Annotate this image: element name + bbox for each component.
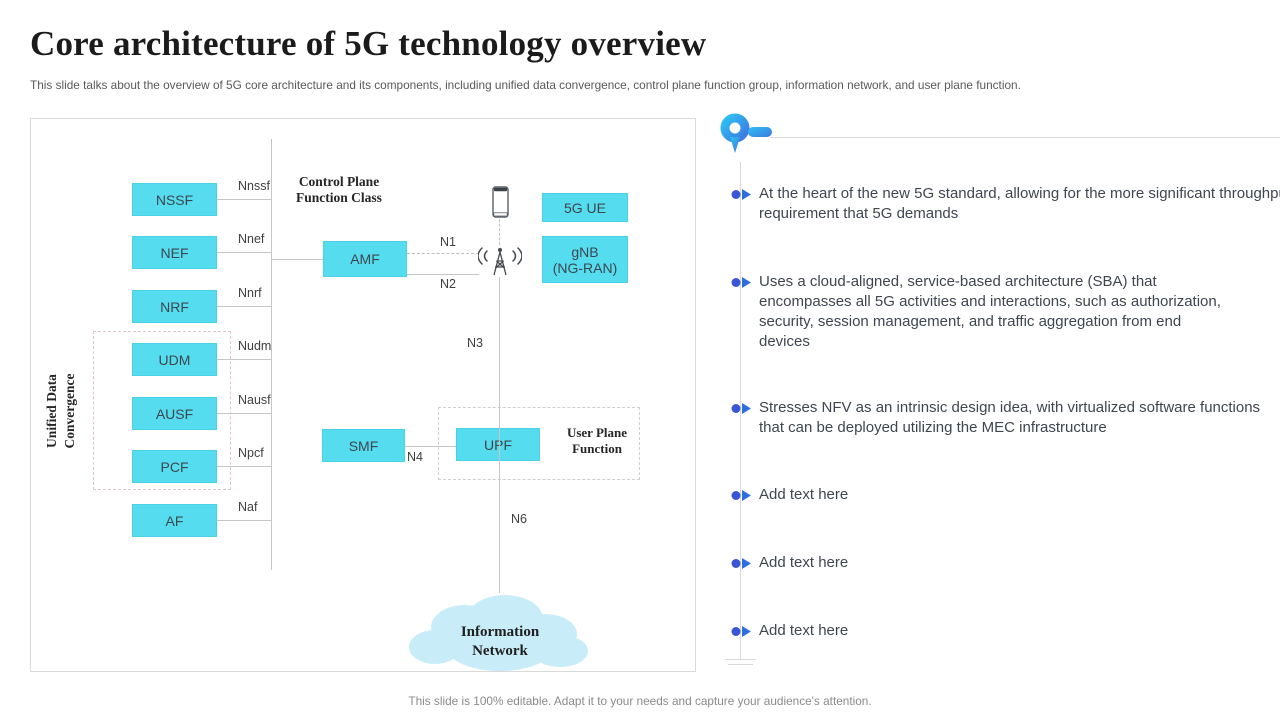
- connector-nrf: [217, 306, 271, 307]
- user-plane-function-group: [438, 407, 640, 480]
- interface-nausf: Nausf: [238, 393, 271, 407]
- connector-udm: [217, 359, 271, 360]
- control-plane-label: Control Plane Function Class: [296, 174, 382, 205]
- unified-data-convergence-label: Unified Data Convergence: [44, 373, 77, 449]
- interface-nudm: Nudm: [238, 339, 272, 353]
- bullet-marker-icon: [731, 558, 751, 569]
- bullet-text: Add text here: [759, 486, 849, 503]
- node-ausf[interactable]: AUSF: [132, 397, 217, 430]
- architecture-diagram-panel: NSSF NEF NRF UDM AUSF PCF AF Nnssf Nnef …: [30, 118, 696, 672]
- connector-ausf: [217, 413, 271, 414]
- bullet-item: Uses a cloud-aligned, service-based arch…: [731, 272, 1227, 352]
- node-nssf[interactable]: NSSF: [132, 183, 217, 216]
- link-n4: [405, 446, 456, 447]
- bullet-marker-icon: [731, 626, 751, 637]
- link-n2: [407, 274, 479, 275]
- link-n1: [407, 253, 479, 254]
- antenna-icon: [478, 247, 522, 276]
- slide-footer-note: This slide is 100% editable. Adapt it to…: [408, 694, 872, 708]
- bullet-item-placeholder[interactable]: Add text here: [731, 621, 999, 641]
- smartphone-icon: [492, 186, 509, 218]
- bullet-marker-icon: [731, 490, 751, 501]
- link-phone-antenna: [499, 219, 500, 245]
- interface-naf: Naf: [238, 500, 258, 514]
- line-end-mark: [725, 659, 756, 660]
- node-nrf[interactable]: NRF: [132, 290, 217, 323]
- node-udm[interactable]: UDM: [132, 343, 217, 376]
- bullet-text: Add text here: [759, 554, 849, 571]
- node-label: gNB (NG-RAN): [552, 243, 618, 276]
- interface-n4: N4: [407, 450, 423, 464]
- node-label: 5G UE: [563, 199, 606, 216]
- pin-icon: [720, 113, 772, 153]
- bullet-item-placeholder[interactable]: Add text here: [731, 553, 999, 573]
- slide-subtitle: This slide talks about the overview of 5…: [30, 78, 1021, 92]
- node-label: AMF: [350, 251, 380, 267]
- node-gnb[interactable]: gNB (NG-RAN): [542, 236, 628, 283]
- cloud-label-line2: Network: [472, 643, 528, 659]
- node-5g-ue[interactable]: 5G UE: [542, 193, 628, 222]
- connector-af: [217, 520, 271, 521]
- interface-nnef: Nnef: [238, 232, 265, 246]
- bullet-marker-icon: [731, 277, 751, 288]
- node-label: AUSF: [155, 405, 194, 422]
- connector-nef: [217, 252, 271, 253]
- node-label: UDM: [158, 351, 191, 368]
- bullet-marker-icon: [731, 403, 751, 414]
- node-label: AF: [165, 512, 184, 529]
- node-label: PCF: [160, 458, 189, 475]
- right-vertical-line: [740, 162, 741, 659]
- interface-n6: N6: [511, 512, 527, 526]
- node-amf[interactable]: AMF: [323, 241, 407, 277]
- bullet-text: Uses a cloud-aligned, service-based arch…: [759, 273, 1221, 350]
- interface-npcf: Npcf: [238, 446, 264, 460]
- node-label: SMF: [348, 437, 379, 454]
- node-label: UPF: [484, 436, 512, 453]
- bullet-text: At the heart of the new 5G standard, all…: [759, 185, 1280, 222]
- information-network-cloud[interactable]: Information Network: [405, 589, 595, 679]
- connector-pcf: [217, 466, 271, 467]
- link-n3-n6: [499, 277, 500, 593]
- right-header-line: [770, 137, 1280, 138]
- unified-data-convergence-group: [93, 331, 231, 490]
- node-label: NSSF: [155, 191, 194, 208]
- interface-nnssf: Nnssf: [238, 179, 270, 193]
- bullet-item: Stresses NFV as an intrinsic design idea…: [731, 398, 1280, 438]
- interface-n2: N2: [440, 277, 456, 291]
- user-plane-function-label: User Plane Function: [566, 425, 628, 456]
- cloud-label-line1: Information: [461, 624, 540, 640]
- bullet-text: Stresses NFV as an intrinsic design idea…: [759, 399, 1261, 436]
- node-upf[interactable]: UPF: [456, 428, 540, 461]
- node-label: NEF: [160, 244, 189, 261]
- bullet-text: Add text here: [759, 622, 849, 639]
- bullet-item: At the heart of the new 5G standard, all…: [731, 184, 1280, 224]
- bullet-item-placeholder[interactable]: Add text here: [731, 485, 999, 505]
- connector-nssf: [217, 199, 271, 200]
- node-smf[interactable]: SMF: [322, 429, 405, 462]
- node-pcf[interactable]: PCF: [132, 450, 217, 483]
- page-title: Core architecture of 5G technology overv…: [30, 24, 707, 63]
- bullet-marker-icon: [731, 189, 751, 200]
- interface-nnrf: Nnrf: [238, 286, 262, 300]
- node-af[interactable]: AF: [132, 504, 217, 537]
- interface-n1: N1: [440, 235, 456, 249]
- connector-bus-amf: [271, 259, 323, 260]
- control-plane-bus-line: [271, 139, 272, 570]
- interface-n3: N3: [467, 336, 483, 350]
- line-end-mark: [728, 664, 753, 665]
- node-nef[interactable]: NEF: [132, 236, 217, 269]
- node-label: NRF: [160, 298, 189, 315]
